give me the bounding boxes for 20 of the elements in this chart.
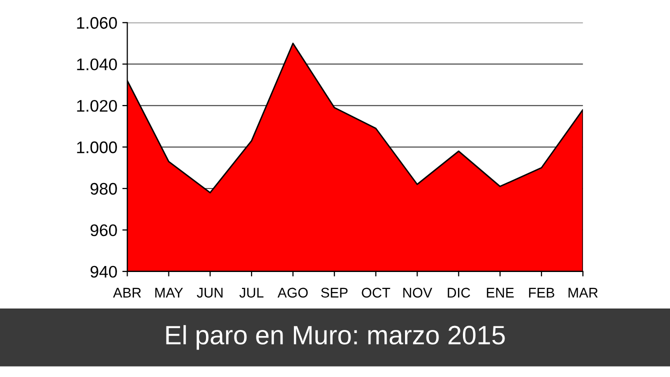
- y-tick-label: 940: [90, 266, 117, 278]
- y-tick-label: 1.040: [77, 58, 117, 70]
- x-tick-label: OCT: [362, 288, 390, 298]
- x-tick-label: AGO: [278, 288, 308, 298]
- y-tick-label: 1.060: [77, 17, 117, 29]
- y-tick-label: 960: [90, 224, 117, 236]
- x-tick-label: SEP: [321, 288, 348, 298]
- x-tick-label: JUN: [196, 288, 223, 298]
- x-tick-label: NOV: [403, 288, 432, 298]
- x-tick-label: JUL: [239, 288, 264, 298]
- text: El paro en Muro: marzo 2015: [166, 325, 505, 350]
- y-tick-label: 1.000: [77, 141, 117, 154]
- x-tick-label: ENE: [486, 288, 514, 298]
- x-tick-label: FEB: [529, 288, 554, 298]
- x-tick-label: MAR: [568, 288, 598, 298]
- x-tick-label: DIC: [448, 288, 470, 298]
- x-tick-label: ABR: [113, 288, 141, 298]
- y-tick-label: 980: [90, 182, 117, 195]
- x-tick-label: MAY: [155, 288, 183, 298]
- y-tick-label: 1.020: [77, 100, 117, 112]
